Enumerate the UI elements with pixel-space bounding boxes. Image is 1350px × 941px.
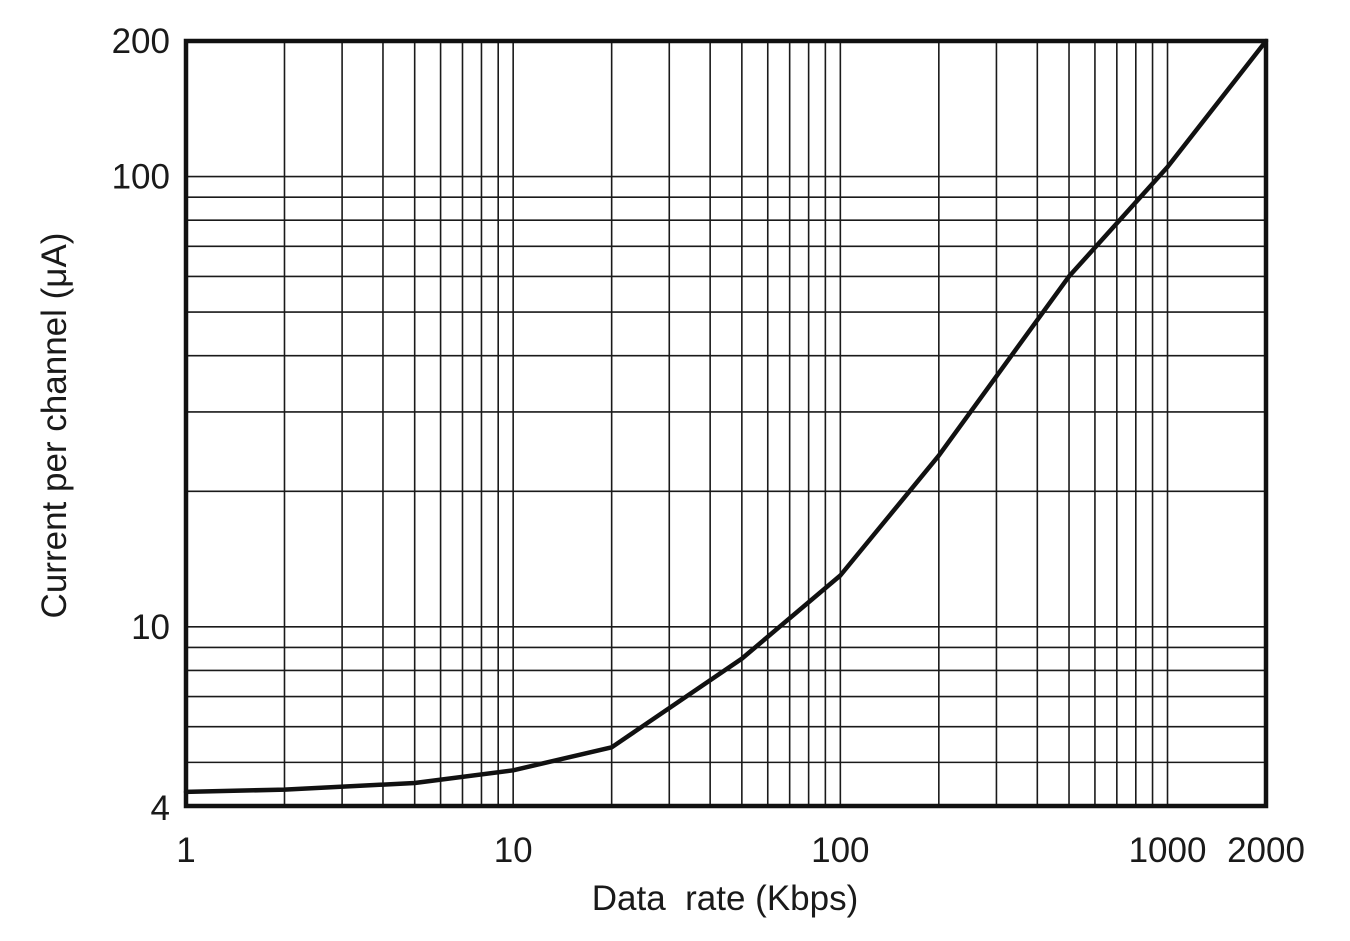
x-tick-label: 100	[811, 831, 869, 870]
x-tick-label: 1000	[1129, 831, 1207, 870]
x-tick-label: 10	[494, 831, 533, 870]
x-tick-label: 2000	[1227, 831, 1305, 870]
y-tick-label: 100	[112, 158, 170, 197]
y-tick-label: 200	[112, 22, 170, 61]
x-axis-title: Data rate (Kbps)	[592, 879, 859, 918]
x-tick-label: 1	[176, 831, 195, 870]
series-line	[183, 38, 1269, 795]
x-tick-labels: 1 10 100 1000 2000	[176, 831, 1305, 870]
plot-frame	[183, 38, 1269, 809]
y-tick-labels: 4 10 100 200	[112, 22, 170, 828]
y-tick-label: 4	[151, 789, 170, 828]
curve-layer	[183, 38, 1269, 795]
grid-layer	[186, 41, 1266, 806]
y-axis-title: Current per channel (μA)	[35, 233, 74, 619]
y-tick-label: 10	[131, 608, 170, 647]
